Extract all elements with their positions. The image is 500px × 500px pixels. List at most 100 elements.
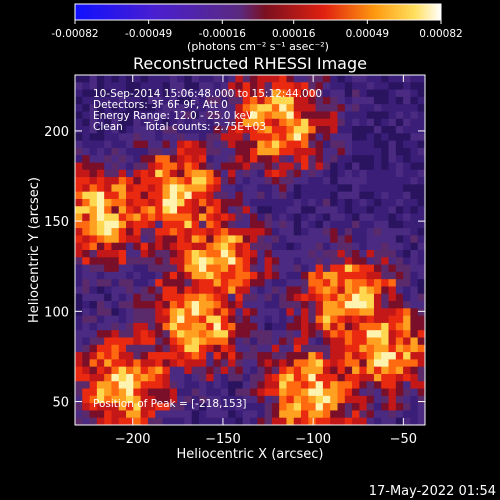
heatmap-cell bbox=[381, 388, 389, 397]
heatmap-cell bbox=[82, 140, 90, 149]
heatmap-cell bbox=[155, 337, 163, 346]
heatmap-cell bbox=[133, 220, 141, 229]
heatmap-cell bbox=[388, 191, 397, 200]
heatmap-cell bbox=[198, 82, 207, 90]
heatmap-cell bbox=[315, 133, 324, 141]
heatmap-cell bbox=[89, 410, 98, 419]
heatmap-cell bbox=[118, 395, 127, 404]
heatmap-cell bbox=[388, 220, 397, 229]
heatmap-cell bbox=[184, 286, 192, 295]
heatmap-cell bbox=[111, 140, 120, 149]
heatmap-cell bbox=[366, 147, 375, 156]
heatmap-cell bbox=[220, 198, 229, 207]
heatmap-cell bbox=[337, 133, 346, 141]
heatmap-cell bbox=[373, 206, 382, 214]
heatmap-cell bbox=[213, 271, 222, 280]
heatmap-cell bbox=[293, 184, 302, 192]
heatmap-cell bbox=[359, 322, 367, 331]
heatmap-cell bbox=[388, 257, 397, 265]
heatmap-cell bbox=[147, 373, 156, 382]
heatmap-cell bbox=[337, 410, 346, 419]
heatmap-cell bbox=[169, 337, 178, 346]
heatmap-cell bbox=[352, 286, 360, 295]
heatmap-cell bbox=[155, 191, 163, 200]
heatmap-cell bbox=[235, 330, 244, 338]
heatmap-cell bbox=[352, 198, 360, 207]
heatmap-cell bbox=[75, 235, 83, 244]
heatmap-cell bbox=[206, 184, 214, 192]
heatmap-cell bbox=[242, 235, 251, 244]
heatmap-cell bbox=[308, 395, 316, 404]
heatmap-cell bbox=[228, 330, 236, 338]
heatmap-cell bbox=[403, 198, 411, 207]
heatmap-cell bbox=[228, 388, 236, 397]
heatmap-cell bbox=[228, 337, 236, 346]
heatmap-cell bbox=[381, 198, 389, 207]
heatmap-cell bbox=[359, 147, 367, 156]
heatmap-cell bbox=[264, 388, 273, 397]
heatmap-cell bbox=[133, 344, 141, 353]
heatmap-cell bbox=[352, 264, 360, 273]
heatmap-cell bbox=[388, 308, 397, 316]
heatmap-cell bbox=[126, 257, 134, 265]
heatmap-cell bbox=[322, 257, 331, 265]
heatmap-cell bbox=[169, 395, 178, 404]
heatmap-cell bbox=[169, 89, 178, 98]
heatmap-cell bbox=[140, 177, 149, 185]
heatmap-cell bbox=[257, 118, 265, 127]
heatmap-cell bbox=[118, 104, 127, 112]
heatmap-cell bbox=[279, 257, 287, 265]
heatmap-cell bbox=[330, 235, 338, 244]
heatmap-cell bbox=[177, 293, 185, 302]
heatmap-cell bbox=[242, 403, 251, 411]
heatmap-cell bbox=[286, 352, 295, 360]
heatmap-cell bbox=[293, 286, 302, 295]
heatmap-cell bbox=[191, 206, 200, 214]
heatmap-cell bbox=[228, 366, 236, 375]
heatmap-cell bbox=[337, 104, 346, 112]
heatmap-cell bbox=[344, 315, 353, 324]
heatmap-cell bbox=[352, 177, 360, 185]
heatmap-cell bbox=[279, 366, 287, 375]
heatmap-cell bbox=[337, 373, 346, 382]
heatmap-cell bbox=[191, 162, 200, 171]
heatmap-cell bbox=[279, 75, 287, 83]
heatmap-cell bbox=[366, 366, 375, 375]
heatmap-cell bbox=[177, 75, 185, 83]
heatmap-cell bbox=[111, 257, 120, 265]
heatmap-cell bbox=[242, 206, 251, 214]
heatmap-cell bbox=[271, 191, 280, 200]
heatmap-cell bbox=[96, 169, 105, 178]
heatmap-cell bbox=[140, 191, 149, 200]
heatmap-cell bbox=[410, 395, 419, 404]
heatmap-cell bbox=[140, 169, 149, 178]
heatmap-cell bbox=[126, 89, 134, 98]
heatmap-cell bbox=[315, 264, 324, 273]
heatmap-cell bbox=[257, 82, 265, 90]
heatmap-cell bbox=[301, 315, 309, 324]
heatmap-cell bbox=[140, 235, 149, 244]
heatmap-cell bbox=[206, 366, 214, 375]
heatmap-cell bbox=[330, 147, 338, 156]
heatmap-cell bbox=[315, 75, 324, 83]
heatmap-cell bbox=[147, 308, 156, 316]
heatmap-cell bbox=[184, 403, 192, 411]
heatmap-cell bbox=[213, 359, 222, 367]
heatmap-cell bbox=[395, 177, 404, 185]
heatmap-cell bbox=[271, 359, 280, 367]
heatmap-cell bbox=[417, 381, 426, 389]
heatmap-cell bbox=[228, 250, 236, 258]
heatmap-cell bbox=[301, 220, 309, 229]
heatmap-cell bbox=[96, 250, 105, 258]
heatmap-cell bbox=[330, 126, 338, 134]
heatmap-cell bbox=[271, 315, 280, 324]
heatmap-cell bbox=[308, 111, 316, 120]
heatmap-cell bbox=[395, 395, 404, 404]
heatmap-cell bbox=[96, 410, 105, 419]
heatmap-cell bbox=[315, 184, 324, 192]
heatmap-cell bbox=[403, 395, 411, 404]
heatmap-cell bbox=[301, 293, 309, 302]
heatmap-cell bbox=[111, 301, 120, 309]
heatmap-cell bbox=[75, 220, 83, 229]
heatmap-cell bbox=[308, 366, 316, 375]
